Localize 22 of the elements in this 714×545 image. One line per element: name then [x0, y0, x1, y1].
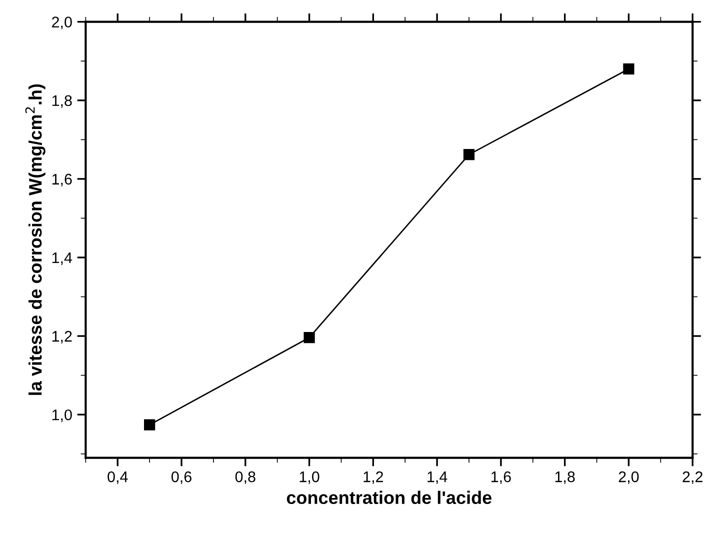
x-axis-title: concentration de l'acide: [286, 490, 492, 504]
point: [304, 332, 315, 344]
x-tick-label: 2,0: [618, 471, 639, 484]
x-tick-label: 2,2: [682, 471, 702, 484]
y-tick-label: 2,0: [52, 16, 72, 30]
y-tick-label: 1,8: [52, 95, 72, 108]
point: [623, 63, 634, 74]
x-tick-label: 1,6: [491, 471, 511, 484]
x-tick-label: 0,6: [171, 471, 192, 484]
point: [463, 149, 475, 160]
x-tick-label: 1,4: [428, 472, 448, 484]
x-tick-label: 1,2: [364, 471, 384, 484]
y-axis-title: la vitesse de corrosion W(mg/cm$^{2}$.h): [25, 84, 46, 395]
y-tick-label: 1,2: [52, 330, 72, 344]
y-tick-label: 1,4: [52, 252, 72, 265]
x-tick-label: 1,0: [300, 471, 320, 484]
y-tick-label: 1,6: [52, 174, 72, 186]
x-tick-label: 1,8: [555, 471, 575, 484]
x-tick-label: 0,8: [235, 471, 256, 484]
y-tick-label: 1,0: [52, 409, 72, 422]
x-tick-label: 0,4: [108, 471, 128, 484]
point: [144, 419, 156, 430]
